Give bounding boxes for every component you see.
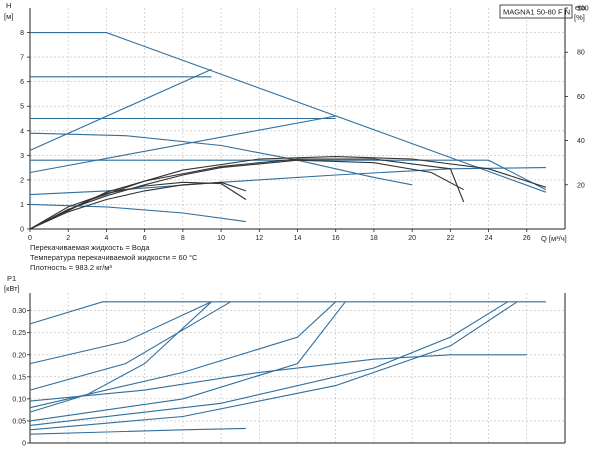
top-series-line	[29, 132, 413, 186]
note-temperature: Температура перекачиваемой жидкости = 60…	[30, 253, 198, 262]
top-x-tick-label: 2	[66, 235, 70, 242]
model-label-box	[499, 4, 573, 19]
top-y2-tick-label: 80	[577, 50, 585, 57]
top-x-tick-label: 4	[104, 235, 108, 242]
top-head-plot: 0 2 4 6 8 10 12 14 16 18 20 22 24 2601234567820406080…	[20, 6, 589, 243]
note-density: Плотность = 983.2 кг/м³	[30, 263, 112, 272]
bottom-series-line	[29, 301, 508, 426]
top-x-tick-label: 24	[485, 235, 493, 242]
top-series-line	[29, 203, 246, 223]
top-y-tick-label: 5	[20, 104, 24, 111]
top-y-tick-label: 0	[20, 227, 24, 234]
bottom-series-line	[29, 301, 518, 431]
top-x-tick-label: 10	[217, 235, 225, 242]
top-series-line	[29, 115, 336, 174]
bottom-power-plot: 0 0.05 0.10 0.15 0.20 0.25 0.30	[12, 293, 566, 448]
note-fluid: Перекачиваемая жидкость = Вода	[30, 243, 150, 252]
top-x-tick-label: 6	[143, 235, 147, 242]
top-x-tick-label: 14	[294, 235, 302, 242]
top-series-line	[30, 159, 547, 191]
top-y2-tick-label: 60	[577, 94, 585, 101]
top-x-tick-label: 18	[370, 235, 378, 242]
bottom-y-axis-unit: [кВт]	[4, 284, 20, 293]
top-series-line	[29, 156, 547, 230]
top-y-tick-label: 7	[20, 55, 24, 62]
bottom-series-line	[29, 301, 337, 409]
bottom-series-line	[29, 427, 246, 435]
top-x-tick-label: 8	[181, 235, 185, 242]
top-y-tick-label: 3	[20, 153, 24, 160]
bottom-series-line	[29, 301, 346, 422]
bottom-y-tick-label: 0.25	[12, 330, 26, 337]
top-series-line	[29, 181, 247, 230]
model-label: MAGNA1 50-80 F N	[503, 8, 570, 17]
bottom-y-tick-label: 0.20	[12, 352, 26, 359]
top-series-line	[29, 158, 465, 230]
top-y-axis-unit: [м]	[4, 12, 13, 21]
bottom-series-line	[29, 301, 546, 325]
top-y2-axis-label: eta	[575, 3, 586, 12]
top-series-line	[29, 181, 247, 230]
top-series-line	[29, 159, 464, 230]
bottom-series-line	[29, 301, 212, 413]
top-x-axis-label: Q [м³/ч]	[541, 234, 567, 243]
bottom-y-axis-label: P1	[7, 274, 16, 283]
top-x-tick-label: 22	[446, 235, 454, 242]
top-y-tick-label: 4	[20, 128, 24, 135]
top-x-tick-label: 16	[332, 235, 340, 242]
bottom-y-tick-label: 0	[22, 441, 26, 448]
top-y-tick-label: 2	[20, 177, 24, 184]
top-series-line	[29, 167, 546, 196]
top-y-tick-label: 8	[20, 30, 24, 37]
top-y2-axis-unit: [%]	[574, 13, 585, 22]
bottom-series-line	[29, 301, 212, 365]
top-y-tick-label: 6	[20, 79, 24, 86]
top-y2-tick-label: 20	[577, 182, 585, 189]
top-y2-tick-label: 100	[577, 6, 589, 13]
bottom-y-tick-label: 0.15	[12, 374, 26, 381]
top-y-axis-label: H	[6, 1, 11, 10]
top-x-tick-label: 12	[255, 235, 263, 242]
bottom-y-tick-label: 0.05	[12, 418, 26, 425]
top-series-line	[29, 68, 212, 151]
bottom-y-tick-label: 0.30	[12, 308, 26, 315]
top-y2-tick-label: 40	[577, 138, 585, 145]
top-x-tick-label: 26	[523, 235, 531, 242]
top-x-tick-label: 20	[408, 235, 416, 242]
top-y-tick-label: 1	[20, 202, 24, 209]
bottom-y-tick-label: 0.10	[12, 396, 26, 403]
top-series-line	[30, 32, 547, 193]
top-x-tick-label: 0	[28, 235, 32, 242]
bottom-series-line	[29, 354, 527, 402]
bottom-series-line	[29, 301, 231, 391]
